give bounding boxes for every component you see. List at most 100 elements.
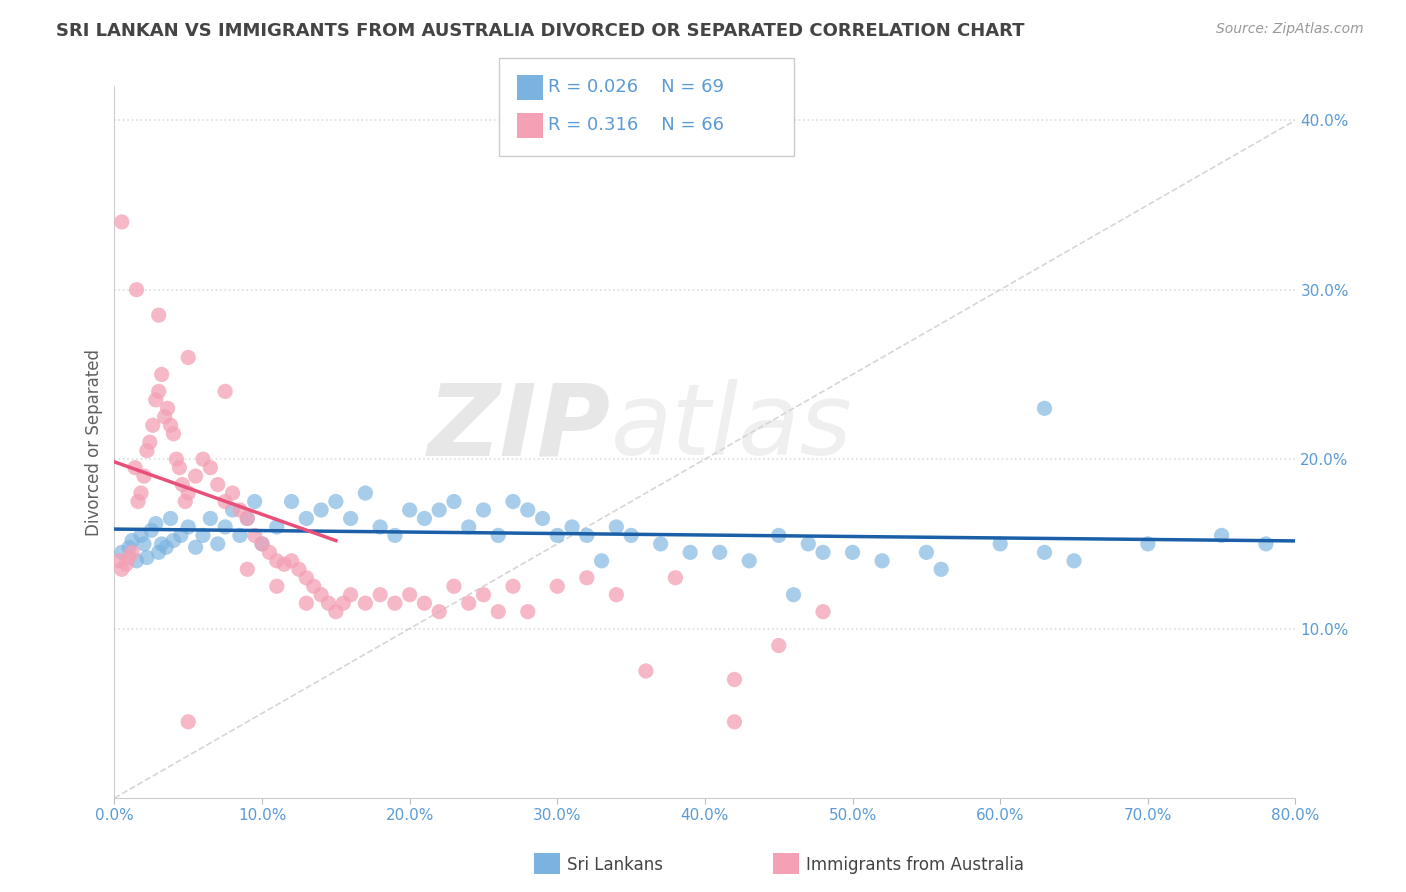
Point <box>135 550 157 565</box>
Point <box>145 516 167 531</box>
Point <box>1033 545 1056 559</box>
Point <box>502 494 524 508</box>
Point <box>841 545 863 559</box>
Point <box>135 443 157 458</box>
Point <box>177 714 200 729</box>
Point <box>325 494 347 508</box>
Point <box>214 494 236 508</box>
Point <box>398 588 420 602</box>
Point <box>915 545 938 559</box>
Point <box>127 494 149 508</box>
Point <box>870 554 893 568</box>
Point <box>129 528 152 542</box>
Point <box>457 520 479 534</box>
Point <box>174 494 197 508</box>
Point <box>165 452 187 467</box>
Point <box>125 283 148 297</box>
Text: Immigrants from Australia: Immigrants from Australia <box>806 856 1024 874</box>
Point <box>236 511 259 525</box>
Point <box>221 503 243 517</box>
Point <box>472 503 495 517</box>
Point <box>139 435 162 450</box>
Text: Sri Lankans: Sri Lankans <box>567 856 662 874</box>
Point <box>427 605 450 619</box>
Point <box>384 596 406 610</box>
Point <box>546 579 568 593</box>
Point <box>332 596 354 610</box>
Point <box>236 562 259 576</box>
Point <box>398 503 420 517</box>
Point <box>236 511 259 525</box>
Point <box>354 486 377 500</box>
Point <box>155 541 177 555</box>
Point <box>162 426 184 441</box>
Point <box>207 537 229 551</box>
Point <box>302 579 325 593</box>
Point <box>250 537 273 551</box>
Point <box>443 494 465 508</box>
Point <box>664 571 686 585</box>
Point <box>486 605 509 619</box>
Point <box>280 494 302 508</box>
Point <box>591 554 613 568</box>
Point <box>111 545 134 559</box>
Point <box>266 520 288 534</box>
Point <box>531 511 554 525</box>
Point <box>191 452 214 467</box>
Point <box>575 528 598 542</box>
Point <box>797 537 820 551</box>
Point <box>427 503 450 517</box>
Point <box>1211 528 1233 542</box>
Point <box>142 418 165 433</box>
Point <box>153 409 176 424</box>
Point <box>768 639 790 653</box>
Point <box>125 554 148 568</box>
Point <box>782 588 804 602</box>
Point <box>172 477 194 491</box>
Point <box>177 351 200 365</box>
Point <box>148 308 170 322</box>
Point <box>169 460 191 475</box>
Point <box>229 528 252 542</box>
Point <box>620 528 643 542</box>
Y-axis label: Divorced or Separated: Divorced or Separated <box>86 349 103 536</box>
Point <box>266 579 288 593</box>
Point <box>318 596 340 610</box>
Point <box>295 511 318 525</box>
Point <box>177 520 200 534</box>
Point <box>1063 554 1085 568</box>
Point <box>280 554 302 568</box>
Point <box>200 511 222 525</box>
Point <box>191 528 214 542</box>
Point <box>200 460 222 475</box>
Point <box>368 588 391 602</box>
Point <box>634 664 657 678</box>
Point <box>811 545 834 559</box>
Point <box>811 605 834 619</box>
Point <box>159 418 181 433</box>
Point <box>309 588 332 602</box>
Point <box>738 554 761 568</box>
Point <box>141 524 163 538</box>
Point <box>162 533 184 548</box>
Point <box>118 541 141 555</box>
Point <box>115 558 138 572</box>
Point <box>1254 537 1277 551</box>
Point <box>502 579 524 593</box>
Point <box>184 469 207 483</box>
Text: Source: ZipAtlas.com: Source: ZipAtlas.com <box>1216 22 1364 37</box>
Point <box>177 486 200 500</box>
Point <box>309 503 332 517</box>
Point <box>516 503 538 517</box>
Point <box>723 673 745 687</box>
Point <box>1033 401 1056 416</box>
Point <box>650 537 672 551</box>
Point <box>575 571 598 585</box>
Point <box>354 596 377 610</box>
Point <box>339 511 361 525</box>
Point <box>266 554 288 568</box>
Point <box>768 528 790 542</box>
Point <box>295 596 318 610</box>
Point <box>124 460 146 475</box>
Text: ZIP: ZIP <box>427 379 610 476</box>
